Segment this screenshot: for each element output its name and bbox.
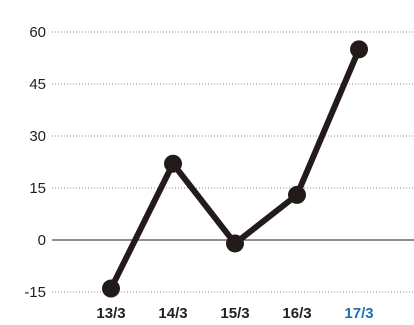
y-tick-label: 15 bbox=[29, 180, 46, 197]
y-tick-label: 0 bbox=[38, 232, 46, 249]
x-category-label: 17/3 bbox=[344, 305, 373, 322]
y-axis-tick-labels: 60 45 30 15 0 -15 bbox=[24, 24, 46, 301]
data-point-15-3 bbox=[226, 234, 244, 253]
data-point-13-3 bbox=[102, 279, 120, 298]
x-category-label: 15/3 bbox=[220, 305, 249, 322]
x-category-label: 14/3 bbox=[158, 305, 187, 322]
y-tick-label: 30 bbox=[29, 128, 46, 145]
x-axis-category-labels: 13/3 14/3 15/3 16/3 17/3 bbox=[96, 305, 373, 322]
grid-lines bbox=[52, 31, 414, 293]
y-tick-label: 60 bbox=[29, 24, 46, 41]
series-line bbox=[108, 46, 362, 292]
data-point-16-3 bbox=[288, 185, 306, 204]
data-point-14-3 bbox=[164, 154, 182, 173]
x-category-label: 13/3 bbox=[96, 305, 125, 322]
data-series bbox=[102, 40, 368, 298]
y-tick-label: -15 bbox=[24, 284, 46, 301]
y-tick-label: 45 bbox=[29, 76, 46, 93]
x-category-label: 16/3 bbox=[282, 305, 311, 322]
data-point-17-3 bbox=[350, 40, 368, 59]
